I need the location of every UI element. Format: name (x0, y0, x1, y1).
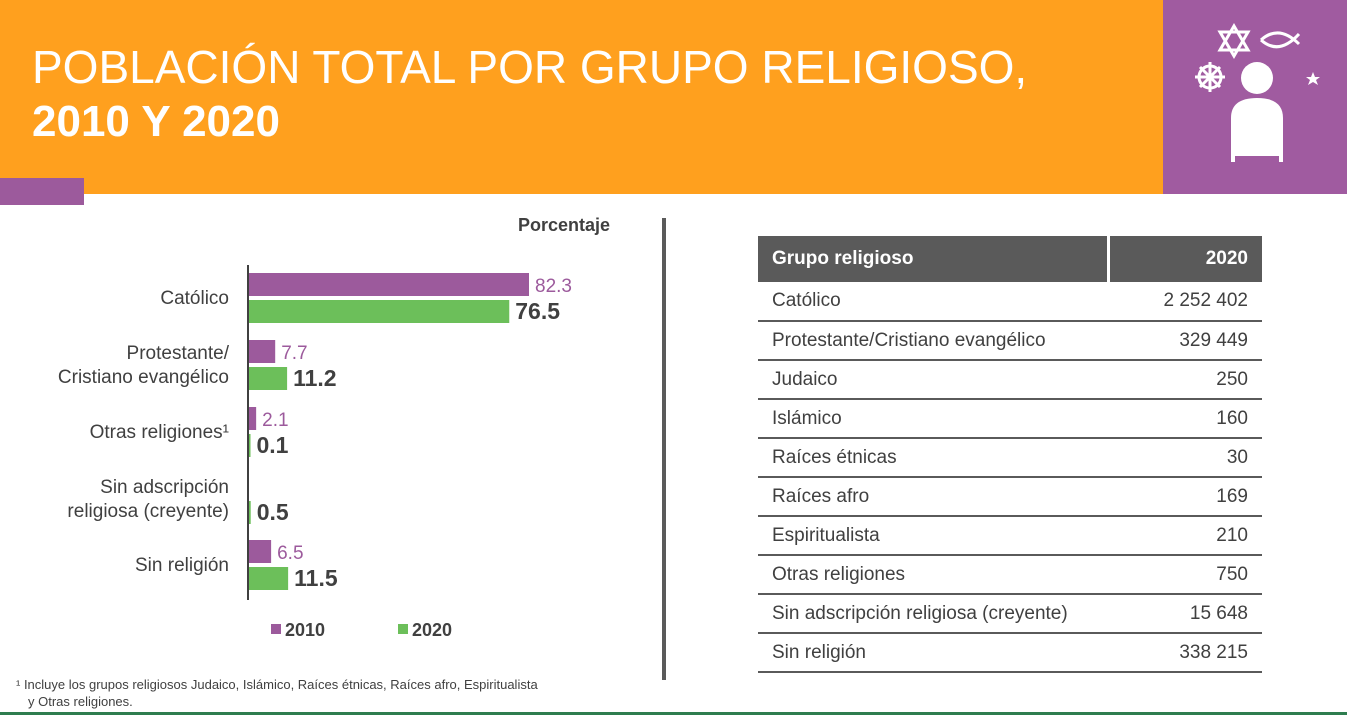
table-row: Otras religiones 750 (758, 555, 1262, 594)
page-subtitle-years: 2010 Y 2020 (32, 97, 280, 146)
category-label: Católico (160, 288, 229, 309)
bar-chart: Porcentaje Católico 82.376.5 Protestante/Cr… (58, 215, 610, 640)
category-label: Protestante/Cristiano evangélico (58, 343, 230, 388)
table-row: Católico 2 252 402 (758, 282, 1262, 321)
accent-bar (0, 178, 84, 205)
vertical-divider (662, 218, 666, 680)
table-row: Protestante/Cristiano evangélico 329 449 (758, 321, 1262, 360)
bar-2010 (249, 540, 272, 563)
table-cell-value: 2 252 402 (1163, 290, 1248, 311)
table-cell-group: Raíces afro (772, 485, 870, 507)
table-header-row: Grupo religioso 2020 (758, 236, 1262, 282)
table-cell-group: Judaico (772, 368, 838, 390)
unit-label: Porcentaje (518, 215, 610, 235)
table-cell-value: 169 (1216, 485, 1248, 507)
person-icon (1231, 62, 1283, 162)
footer-rule (0, 712, 1347, 715)
table-row: Espiritualista 210 (758, 516, 1262, 555)
table-cell-group: Otras religiones (772, 563, 906, 585)
legend-label-2020: 2020 (412, 620, 452, 640)
bar-2020 (249, 567, 289, 590)
bar-2020 (249, 434, 251, 457)
legend-swatch-2020 (398, 624, 408, 634)
crescent-star-icon (1289, 64, 1320, 92)
data-label-2020: 11.5 (294, 565, 338, 591)
data-label-2010: 6.5 (277, 543, 303, 564)
column-header-group: Grupo religioso (758, 236, 1110, 282)
bar-2010 (249, 407, 257, 430)
table-cell-group: Raíces étnicas (772, 446, 897, 468)
legend-swatch-2010 (271, 624, 281, 634)
bar-2010 (249, 273, 529, 296)
table-cell-group: Protestante/Cristiano evangélico (772, 329, 1046, 351)
bar-2020 (249, 501, 251, 524)
category-label: Otras religiones¹ (90, 422, 229, 443)
data-table: Grupo religioso 2020 Católico 2 252 402 Pr… (758, 236, 1262, 673)
table-row: Sin adscripción religiosa (creyente) 15 6… (758, 594, 1262, 633)
table-cell-value: 160 (1216, 407, 1248, 429)
bar-2020 (249, 300, 510, 323)
table-cell-group: Sin adscripción religiosa (creyente) (772, 602, 1068, 624)
page-title: POBLACIÓN TOTAL POR GRUPO RELIGIOSO, (32, 41, 1028, 93)
data-label-2020: 76.5 (515, 298, 560, 324)
data-label-2010: 7.7 (281, 343, 307, 364)
header-banner: POBLACIÓN TOTAL POR GRUPO RELIGIOSO, 201… (0, 0, 1163, 194)
table-cell-group: Islámico (772, 407, 842, 429)
religion-icon-panel (1163, 0, 1347, 194)
table-cell-group: Católico (772, 290, 841, 311)
table-cell-value: 750 (1216, 563, 1248, 585)
dharma-wheel-icon (1195, 62, 1225, 92)
legend-label-2010: 2010 (285, 620, 325, 640)
footnote: ¹ Incluye los grupos religiosos Judaico,… (16, 676, 538, 710)
footnote-line-2: y Otras religiones. (28, 694, 133, 709)
data-label-2010: 82.3 (535, 276, 572, 297)
table-cell-value: 329 449 (1179, 329, 1248, 351)
table-cell-group: Sin religión (772, 641, 866, 663)
table-cell-group: Espiritualista (772, 524, 880, 546)
bar-2010 (249, 340, 276, 363)
column-header-year: 2020 (1108, 236, 1262, 282)
table-row: Sin religión 338 215 (758, 633, 1262, 672)
category-label: Sin religión (135, 555, 229, 576)
table-cell-value: 210 (1216, 524, 1248, 546)
data-label-2020: 0.5 (257, 499, 289, 525)
bar-2020 (249, 367, 288, 390)
table-row: Islámico 160 (758, 399, 1262, 438)
table-cell-value: 250 (1216, 368, 1248, 390)
data-label-2010: 2.1 (262, 410, 288, 431)
data-label-2020: 0.1 (257, 432, 289, 458)
table-cell-value: 338 215 (1179, 641, 1248, 663)
category-label: Sin adscripción religiosa (creyente) (67, 477, 229, 522)
data-label-2020: 11.2 (293, 365, 337, 391)
table-row: Judaico 250 (758, 360, 1262, 399)
table-row: Raíces étnicas 30 (758, 438, 1262, 477)
ichthys-fish-icon (1260, 31, 1301, 49)
table-row: Raíces afro 169 (758, 477, 1262, 516)
table-cell-value: 30 (1226, 446, 1248, 468)
table-cell-value: 15 648 (1189, 602, 1248, 624)
footnote-line-1: ¹ Incluye los grupos religiosos Judaico,… (16, 677, 538, 692)
star-of-david-icon (1217, 23, 1251, 59)
